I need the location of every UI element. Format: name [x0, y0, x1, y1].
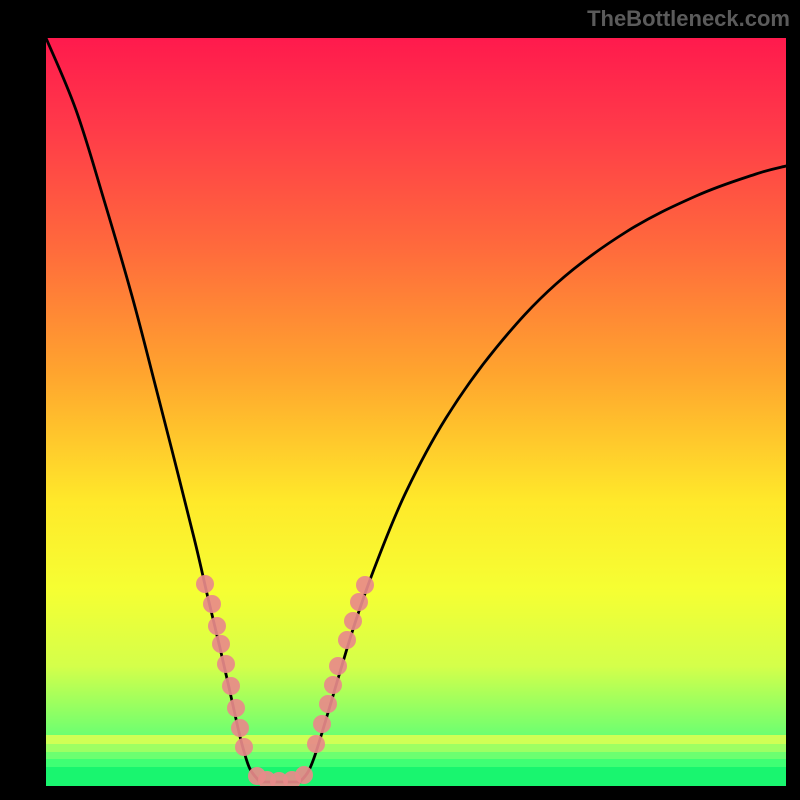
data-point	[231, 719, 249, 737]
v-curve-segment	[300, 166, 786, 782]
data-point	[338, 631, 356, 649]
data-point	[208, 617, 226, 635]
data-point	[350, 593, 368, 611]
data-point	[235, 738, 253, 756]
data-point	[329, 657, 347, 675]
data-point	[313, 715, 331, 733]
data-point	[344, 612, 362, 630]
data-point	[212, 635, 230, 653]
data-point	[227, 699, 245, 717]
watermark-text: TheBottleneck.com	[587, 6, 790, 32]
plot-area	[46, 38, 786, 786]
data-point	[222, 677, 240, 695]
data-point	[356, 576, 374, 594]
data-point	[319, 695, 337, 713]
data-point	[307, 735, 325, 753]
data-point	[295, 766, 313, 784]
data-point	[324, 676, 342, 694]
data-point	[196, 575, 214, 593]
chart-root: TheBottleneck.com	[0, 0, 800, 800]
data-point	[217, 655, 235, 673]
data-point	[203, 595, 221, 613]
chart-svg	[46, 38, 786, 786]
